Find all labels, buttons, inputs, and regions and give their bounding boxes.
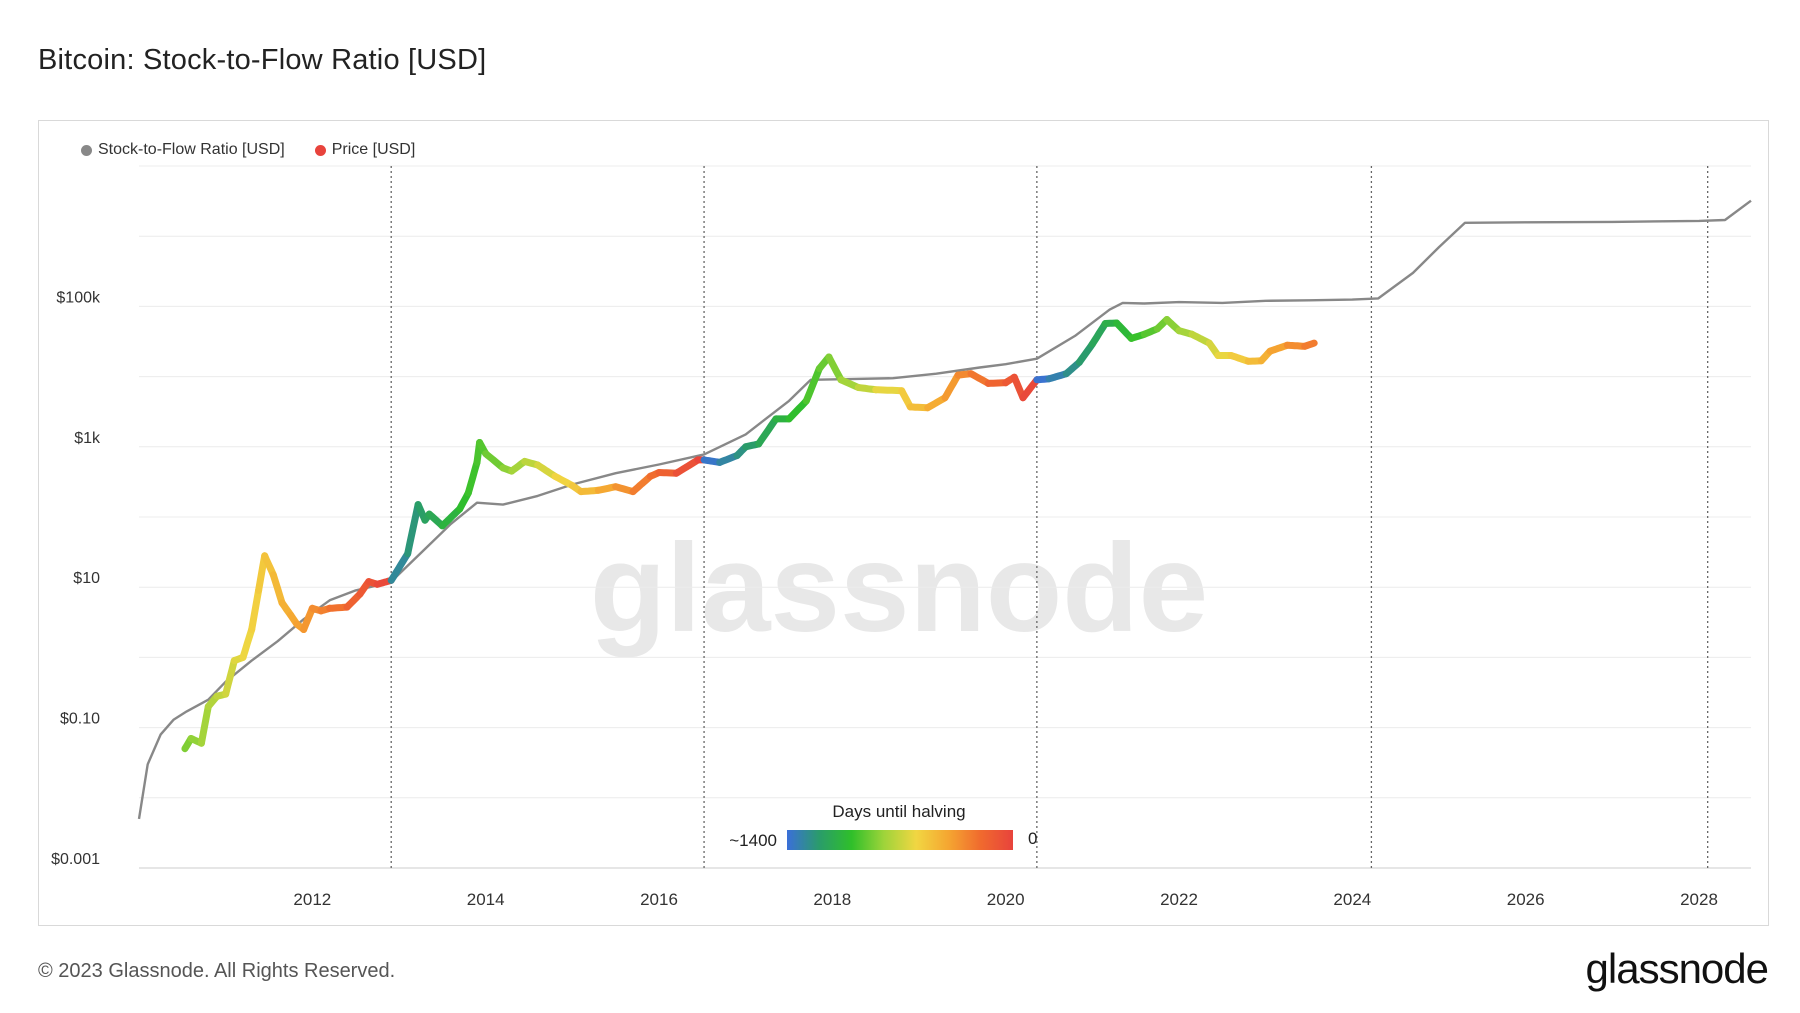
x-tick-label: 2024 — [1333, 890, 1371, 909]
chart-panel: glassnode $0.001 $0.10 $10 $1k $100k 2012 201… — [38, 120, 1769, 926]
colorbar-min-label: ~1400 — [729, 831, 777, 850]
price-segment — [222, 657, 238, 698]
x-tick-label: 2026 — [1507, 890, 1545, 909]
chart-legend: Stock-to-Flow Ratio [USD] Price [USD] — [81, 141, 415, 159]
price-segment — [482, 450, 507, 472]
y-tick-label: $10 — [73, 570, 100, 587]
price-segment — [941, 371, 962, 402]
price-segment — [404, 501, 422, 558]
colorbar-scale — [787, 830, 1013, 850]
y-tick-label: $100k — [56, 289, 101, 306]
price-segment — [1301, 339, 1318, 350]
price-segment — [1088, 320, 1109, 348]
price-segment — [1113, 319, 1135, 342]
chart-svg[interactable]: glassnode $0.001 $0.10 $10 $1k $100k 2012 201… — [39, 121, 1770, 927]
price-segment — [672, 456, 702, 477]
price-segment — [269, 571, 286, 607]
s2f-line — [137, 199, 1752, 820]
x-tick-label: 2028 — [1680, 890, 1718, 909]
x-tick-label: 2022 — [1160, 890, 1198, 909]
y-tick-label: $0.001 — [51, 851, 100, 868]
price-segment — [629, 472, 654, 496]
price-segment — [1075, 340, 1096, 366]
x-tick-label: 2014 — [467, 890, 505, 909]
price-segment — [785, 397, 810, 423]
legend-price-label: Price [USD] — [331, 141, 416, 158]
watermark-text: glassnode — [590, 519, 1208, 658]
copyright-footer: © 2023 Glassnode. All Rights Reserved. — [38, 960, 396, 982]
brand-logo[interactable]: glassnode — [1585, 945, 1769, 992]
price-segment — [248, 586, 263, 633]
x-tick-label: 2012 — [293, 890, 331, 909]
x-tick-label: 2020 — [987, 890, 1025, 909]
x-tick-label: 2018 — [813, 890, 851, 909]
price-segment — [1019, 376, 1041, 402]
y-tick-label: $0.10 — [60, 711, 100, 728]
legend-s2f-dot — [81, 144, 92, 156]
y-tick-label: $1k — [74, 430, 101, 447]
price-segment — [387, 550, 412, 584]
legend-item-s2f[interactable]: Stock-to-Flow Ratio [USD] — [81, 141, 285, 159]
colorbar-title: Days until halving — [832, 802, 965, 821]
page-title: Bitcoin: Stock-to-Flow Ratio [USD] — [38, 44, 487, 76]
legend-price-dot — [314, 144, 326, 156]
price-segment — [755, 415, 780, 448]
legend-item-price[interactable]: Price [USD] — [314, 141, 416, 159]
colorbar-max-label: 0 — [1028, 829, 1037, 848]
price-segment — [300, 604, 316, 633]
price-segment — [197, 703, 212, 747]
legend-s2f-label: Stock-to-Flow Ratio [USD] — [98, 141, 285, 158]
price-segment — [802, 365, 823, 405]
price-segment — [239, 626, 256, 661]
price-segment — [438, 505, 464, 530]
price-segment — [464, 458, 481, 497]
price-segment — [825, 353, 845, 384]
price-segment — [872, 386, 906, 395]
x-tick-label: 2016 — [640, 890, 678, 909]
